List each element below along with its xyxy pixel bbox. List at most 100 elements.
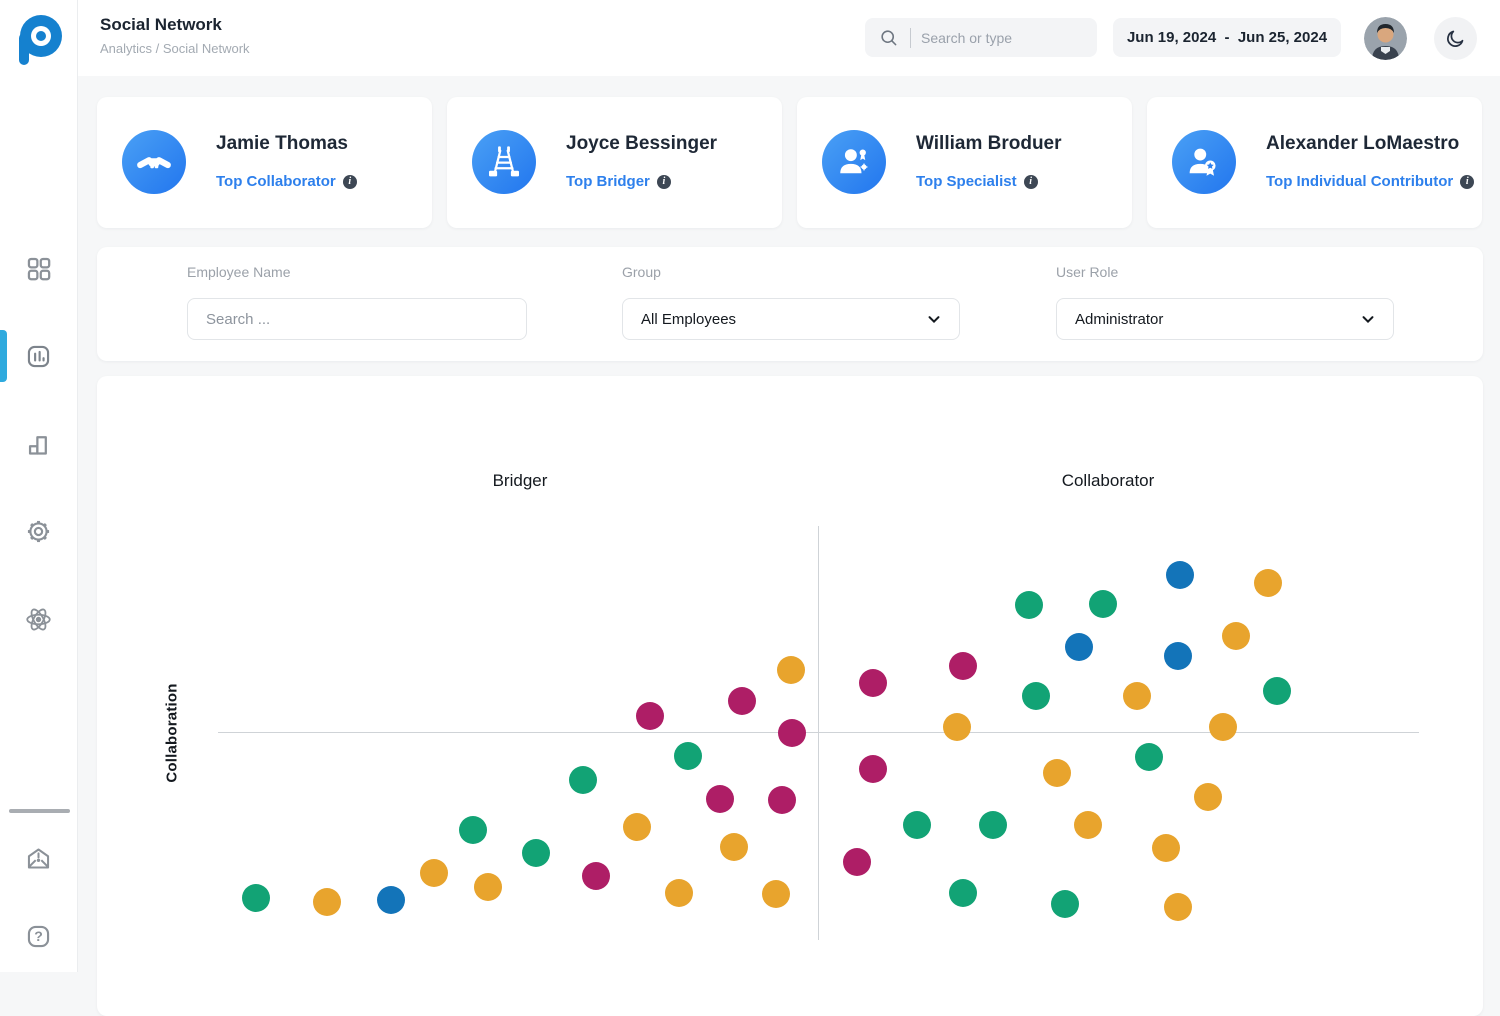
user-role-select[interactable]: Administrator bbox=[1056, 298, 1394, 340]
performer-role: Top Specialist bbox=[916, 173, 1017, 190]
info-icon[interactable]: i bbox=[342, 174, 357, 189]
scatter-point-green[interactable] bbox=[948, 878, 977, 907]
active-nav-indicator bbox=[0, 330, 7, 382]
specialist-icon bbox=[822, 130, 886, 194]
scatter-point-green[interactable] bbox=[1050, 889, 1079, 918]
top-performer-card: William Broduer Top Specialist i bbox=[797, 97, 1132, 228]
scatter-point-green[interactable] bbox=[1134, 743, 1163, 771]
top-performer-card: Alexander LoMaestro Top Individual Contr… bbox=[1147, 97, 1482, 228]
performer-role-link[interactable]: Top Collaborator i bbox=[216, 173, 357, 190]
sidebar-divider bbox=[9, 809, 70, 813]
scatter-point-green[interactable] bbox=[1263, 677, 1292, 706]
user-avatar[interactable] bbox=[1364, 17, 1407, 60]
scatter-point-magenta[interactable] bbox=[582, 861, 611, 890]
performer-name: William Broduer bbox=[916, 133, 1062, 154]
top-performer-card: Jamie Thomas Top Collaborator i bbox=[97, 97, 432, 228]
scatter-point-magenta[interactable] bbox=[768, 786, 797, 815]
help-icon[interactable]: ? bbox=[19, 916, 59, 956]
scatter-point-green[interactable] bbox=[902, 810, 931, 839]
performer-role: Top Collaborator bbox=[216, 173, 336, 190]
scatter-point-orange[interactable] bbox=[1209, 713, 1238, 742]
scatter-point-blue[interactable] bbox=[376, 885, 405, 914]
scatter-point-orange[interactable] bbox=[420, 858, 449, 887]
employee-name-field[interactable] bbox=[187, 298, 527, 340]
inbox-alert-icon[interactable] bbox=[19, 838, 59, 878]
chevron-down-icon bbox=[928, 316, 940, 324]
y-axis-label: Collaboration bbox=[163, 683, 181, 783]
scatter-point-blue[interactable] bbox=[1065, 632, 1094, 661]
scatter-point-orange[interactable] bbox=[762, 880, 791, 909]
employee-search-input[interactable] bbox=[206, 310, 508, 328]
scatter-point-blue[interactable] bbox=[1163, 641, 1192, 670]
group-label: Group bbox=[622, 264, 661, 280]
scatter-point-green[interactable] bbox=[1021, 682, 1050, 711]
scatter-point-orange[interactable] bbox=[1122, 682, 1151, 711]
scatter-point-magenta[interactable] bbox=[636, 702, 665, 731]
dashboard-grid-icon[interactable] bbox=[19, 248, 59, 288]
top-header: Social Network Analytics / Social Networ… bbox=[78, 0, 1500, 76]
scatter-point-orange[interactable] bbox=[720, 832, 749, 861]
info-icon[interactable]: i bbox=[656, 174, 671, 189]
brand-logo-icon[interactable] bbox=[14, 13, 64, 67]
performer-role: Top Individual Contributor bbox=[1266, 173, 1454, 190]
performer-role-link[interactable]: Top Bridger i bbox=[566, 173, 671, 190]
scatter-point-green[interactable] bbox=[458, 815, 487, 844]
scatter-point-blue[interactable] bbox=[1166, 560, 1194, 589]
performer-role-link[interactable]: Top Individual Contributor i bbox=[1266, 173, 1475, 190]
scatter-point-orange[interactable] bbox=[1043, 759, 1072, 788]
scatter-point-orange[interactable] bbox=[474, 873, 503, 901]
info-icon[interactable]: i bbox=[1023, 174, 1038, 189]
scatter-point-orange[interactable] bbox=[623, 812, 652, 841]
performer-name: Joyce Bessinger bbox=[566, 133, 718, 154]
scatter-point-orange[interactable] bbox=[1253, 569, 1282, 598]
scatter-point-orange[interactable] bbox=[665, 878, 694, 907]
scatter-point-orange[interactable] bbox=[1073, 810, 1102, 839]
info-icon[interactable]: i bbox=[1460, 174, 1475, 189]
scatter-point-green[interactable] bbox=[522, 839, 551, 868]
analytics-panel-icon[interactable] bbox=[19, 336, 59, 376]
scatter-point-magenta[interactable] bbox=[858, 755, 887, 784]
y-axis-line bbox=[818, 526, 819, 940]
scatter-point-orange[interactable] bbox=[1222, 622, 1251, 651]
scatter-point-green[interactable] bbox=[1014, 591, 1043, 620]
user-role-value: Administrator bbox=[1075, 310, 1164, 328]
scatter-point-magenta[interactable] bbox=[778, 719, 807, 747]
dark-mode-toggle[interactable] bbox=[1434, 17, 1477, 60]
scatter-point-magenta[interactable] bbox=[842, 848, 871, 877]
bridge-icon bbox=[472, 130, 536, 194]
scatter-point-green[interactable] bbox=[978, 810, 1007, 839]
date-range-picker[interactable]: Jun 19, 2024 - Jun 25, 2024 bbox=[1113, 18, 1341, 57]
scatter-point-orange[interactable] bbox=[942, 713, 971, 742]
settings-gear-icon[interactable] bbox=[19, 511, 59, 551]
sidebar: ? bbox=[0, 0, 78, 972]
chevron-down-icon bbox=[1362, 316, 1374, 324]
breadcrumb: Analytics / Social Network bbox=[100, 41, 250, 56]
filters-panel: Employee Name Group All Employees User R… bbox=[97, 247, 1483, 361]
performer-name: Alexander LoMaestro bbox=[1266, 133, 1460, 154]
scatter-point-orange[interactable] bbox=[1163, 892, 1192, 921]
scatter-point-green[interactable] bbox=[569, 766, 598, 795]
group-select[interactable]: All Employees bbox=[622, 298, 960, 340]
atom-icon[interactable] bbox=[19, 599, 59, 639]
moon-icon bbox=[1447, 30, 1464, 47]
scatter-point-magenta[interactable] bbox=[706, 784, 735, 813]
search-divider bbox=[910, 27, 911, 48]
scatter-point-orange[interactable] bbox=[313, 887, 342, 916]
scatter-point-orange[interactable] bbox=[1193, 783, 1222, 812]
top-performer-card: Joyce Bessinger Top Bridger i bbox=[447, 97, 782, 228]
scatter-point-green[interactable] bbox=[242, 884, 271, 913]
bar-chart-icon[interactable] bbox=[19, 424, 59, 464]
performer-role-link[interactable]: Top Specialist i bbox=[916, 173, 1038, 190]
scatter-point-orange[interactable] bbox=[776, 656, 805, 685]
search-input[interactable] bbox=[921, 29, 1061, 46]
global-search[interactable] bbox=[865, 18, 1097, 57]
scatter-point-green[interactable] bbox=[673, 742, 702, 771]
svg-text:?: ? bbox=[34, 928, 43, 944]
group-value: All Employees bbox=[641, 310, 737, 328]
scatter-point-magenta[interactable] bbox=[948, 651, 977, 680]
scatter-point-green[interactable] bbox=[1089, 589, 1118, 618]
scatter-point-orange[interactable] bbox=[1151, 834, 1180, 863]
scatter-point-magenta[interactable] bbox=[858, 668, 887, 697]
scatter-point-magenta[interactable] bbox=[727, 687, 756, 716]
scatter-plot bbox=[218, 526, 1419, 940]
